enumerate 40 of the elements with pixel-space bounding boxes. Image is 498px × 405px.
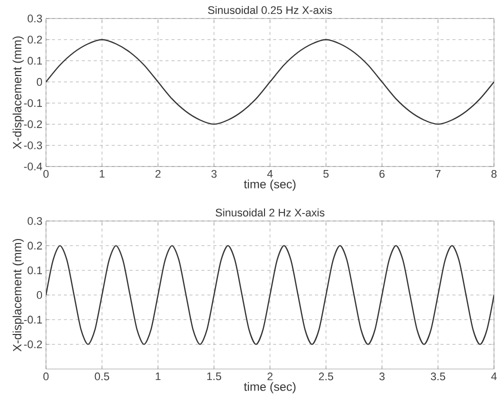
y-tick-label: 0	[36, 78, 42, 86]
x-tick-label: 3.5	[430, 372, 446, 380]
y-tick-label: 0.1	[28, 56, 42, 65]
x-tick-label: 0	[43, 372, 49, 380]
x-axis-title: time (sec)	[244, 180, 296, 191]
y-axis-title: X-displacement (mm)	[12, 238, 24, 352]
y-tick-label: 0.2	[28, 36, 42, 44]
y-axis-title: X-displacement (mm)	[12, 36, 24, 150]
x-tick-label: 4	[267, 170, 273, 178]
y-tick-label: -0.4	[24, 162, 42, 170]
chart-title: Sinusoidal 0.25 Hz X-axis	[208, 6, 332, 14]
x-tick-label: 2.5	[318, 372, 334, 380]
x-tick-label: 3	[379, 372, 385, 380]
line-series	[46, 39, 494, 125]
y-tick-label: 0.3	[28, 14, 42, 22]
x-tick-label: 2	[156, 170, 161, 178]
y-tick-label: 0.3	[28, 217, 42, 225]
y-tick-label: -0.1	[24, 99, 42, 107]
x-tick-label: 0.5	[94, 372, 110, 380]
x-tick-label: 1.5	[207, 372, 222, 380]
x-tick-label: 0	[43, 170, 49, 178]
x-tick-label: 4	[491, 372, 497, 380]
y-tick-label: -0.2	[24, 340, 42, 348]
line-series	[46, 245, 494, 345]
x-axis-title: time (sec)	[244, 382, 296, 394]
y-tick-label: -0.2	[24, 120, 42, 128]
x-tick-label: 5	[323, 170, 329, 178]
y-tick-label: 0.2	[28, 242, 42, 250]
x-tick-label: 2	[268, 372, 273, 380]
y-tick-label: -0.1	[24, 316, 42, 324]
y-tick-label: 0.1	[28, 266, 42, 274]
x-tick-label: 3	[211, 170, 217, 178]
x-tick-label: 8	[491, 170, 497, 178]
x-tick-label: 1	[100, 170, 105, 178]
x-tick-label: 6	[380, 170, 385, 178]
chart-title: Sinusoidal 2 Hz X-axis	[216, 208, 324, 217]
x-tick-label: 7	[436, 170, 440, 178]
y-tick-label: -0.3	[24, 141, 42, 150]
x-tick-label: 1	[156, 372, 161, 380]
y-tick-label: 0	[36, 291, 42, 299]
